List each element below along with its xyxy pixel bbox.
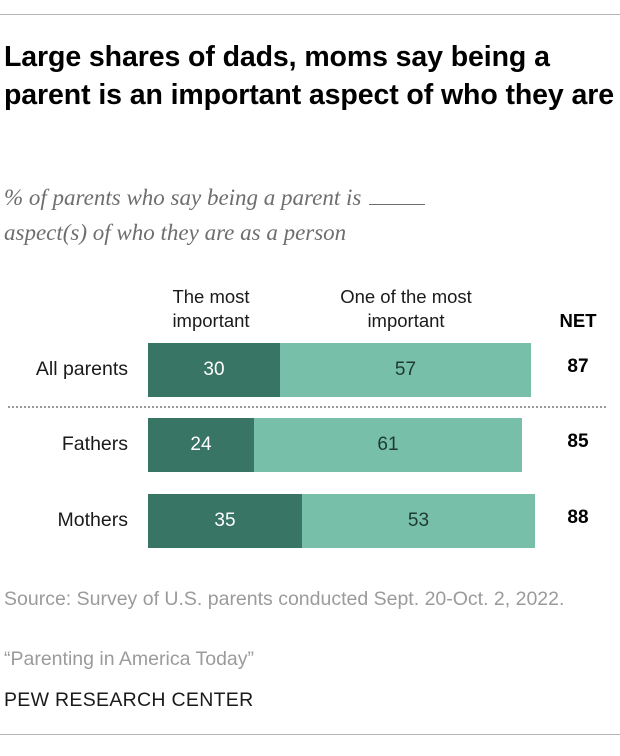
data-label: 35 <box>214 510 236 531</box>
data-label: 53 <box>407 510 430 531</box>
data-label: 57 <box>394 359 417 380</box>
data-label: 24 <box>190 434 212 455</box>
bar-segment-one-of-most: 53 <box>302 494 535 548</box>
category-label: Mothers <box>57 509 128 531</box>
column-header-most-important: The most important <box>172 286 250 331</box>
data-label: 61 <box>377 434 399 455</box>
report-name: “Parenting in America Today” <box>4 648 255 670</box>
data-label: 30 <box>203 359 225 380</box>
bar-segment-one-of-most: 57 <box>280 343 531 397</box>
chart-subtitle: % of parents who say being a parent is a… <box>4 180 604 250</box>
category-label: All parents <box>35 358 128 380</box>
row-divider <box>8 406 606 408</box>
subtitle-text-end: aspect(s) of who they are as a person <box>4 220 347 245</box>
subtitle-text: % of parents who say being a parent is <box>4 185 362 210</box>
top-rule <box>0 14 620 15</box>
bar-segment-one-of-most: 61 <box>254 418 522 472</box>
column-header-one-of-most: One of the most important <box>340 286 472 331</box>
bar-segment-most-important: 24 <box>148 418 254 472</box>
chart-title: Large shares of dads, moms say being a p… <box>4 41 614 111</box>
bar-segment-most-important: 30 <box>148 343 280 397</box>
net-value: 88 <box>567 507 589 528</box>
net-value: 87 <box>567 356 589 377</box>
category-label: Fathers <box>61 433 128 455</box>
subtitle-blank <box>369 186 426 205</box>
bottom-rule <box>0 734 620 735</box>
column-header-net: NET <box>559 310 597 331</box>
net-value: 85 <box>567 431 589 452</box>
bar-segment-most-important: 35 <box>148 494 302 548</box>
organization-name: PEW RESEARCH CENTER <box>4 689 254 711</box>
source-note: Source: Survey of U.S. parents conducted… <box>4 588 565 610</box>
